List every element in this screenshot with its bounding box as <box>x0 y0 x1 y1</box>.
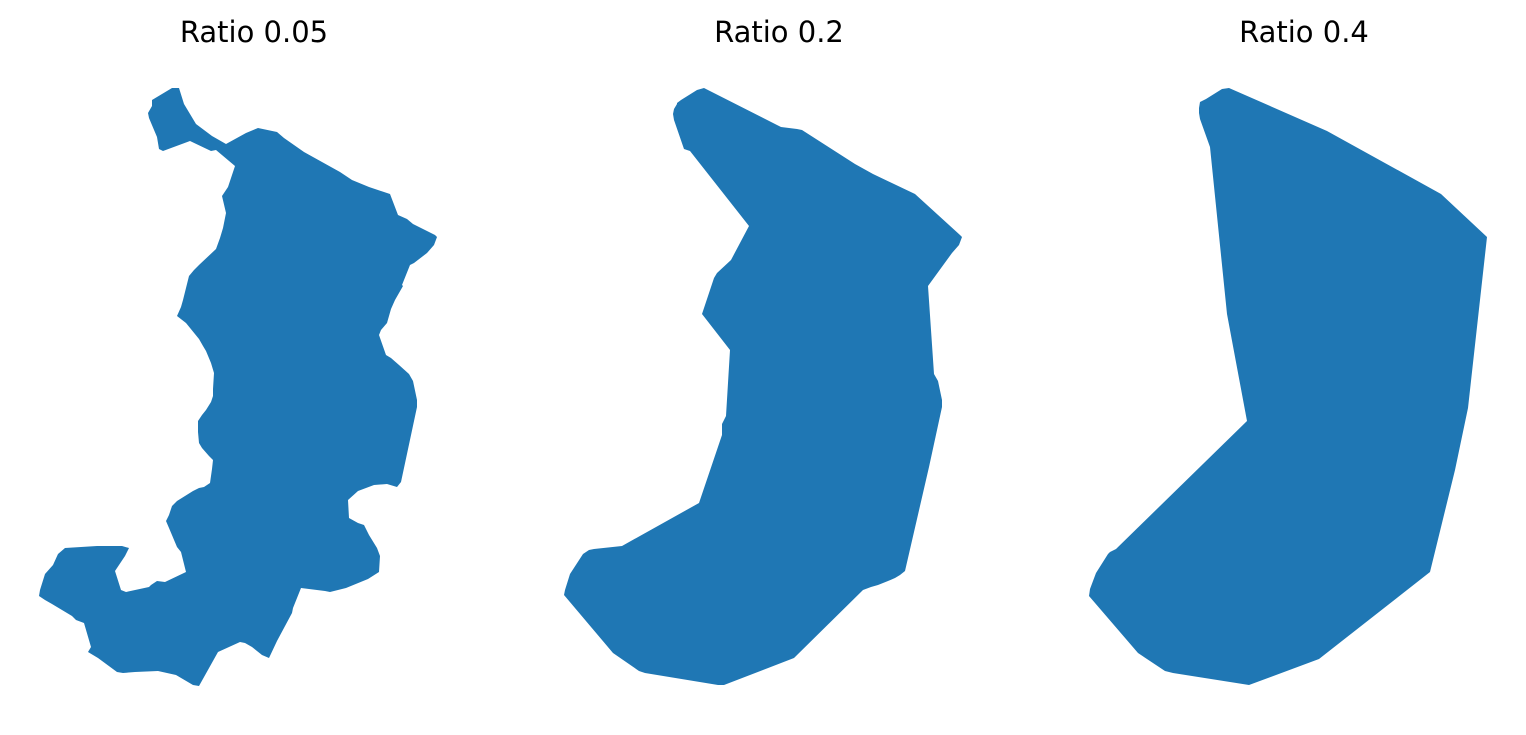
concave-hull-shape <box>39 88 437 686</box>
concave-hull-shape <box>564 88 962 685</box>
panel-ratio-0-4: Ratio 0.4 <box>1050 0 1526 735</box>
panel-ratio-0-05: Ratio 0.05 <box>0 0 508 735</box>
shape-svg <box>1089 88 1487 685</box>
panel-ratio-0-2: Ratio 0.2 <box>525 0 1033 735</box>
panel-title: Ratio 0.2 <box>714 15 844 49</box>
panel-title: Ratio 0.4 <box>1239 15 1369 49</box>
concave-hull-shape <box>1089 88 1487 685</box>
panel-title: Ratio 0.05 <box>179 15 329 49</box>
shape-svg <box>39 88 437 686</box>
shape-svg <box>564 88 962 685</box>
